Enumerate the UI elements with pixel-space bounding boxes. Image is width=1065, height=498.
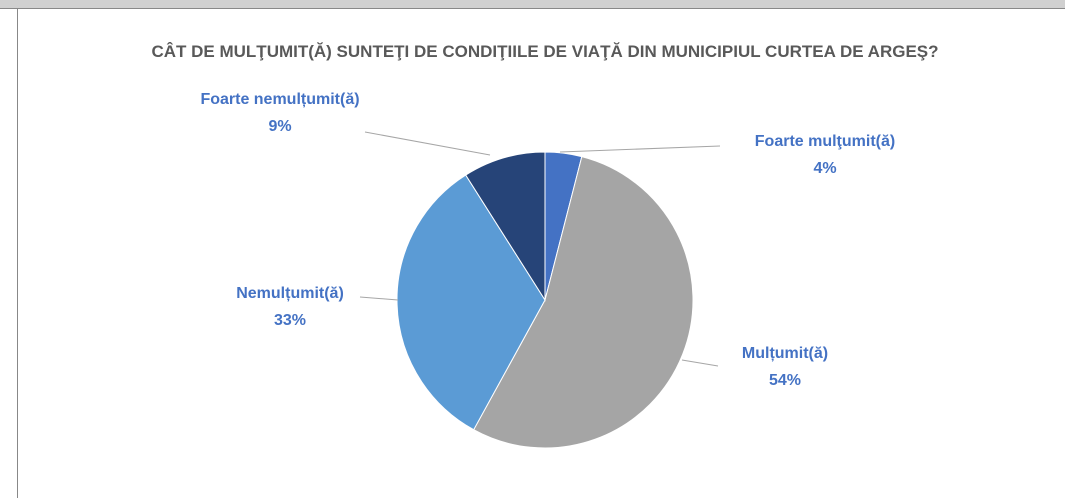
value-label: 54% — [768, 372, 802, 389]
chart-title: CÂT DE MULŢUMIT(Ă) SUNTEŢI DE CONDIŢIILE… — [151, 42, 939, 61]
category-label: Foarte nemulțumit(ă) — [200, 91, 360, 108]
pie-slice — [465, 151, 546, 302]
value-label: 9% — [268, 118, 292, 135]
value-label: 33% — [273, 312, 307, 329]
data-label: Foarte nemulțumit(ă) 9% — [200, 86, 360, 140]
value-label: 4% — [813, 160, 837, 177]
frame — [17, 9, 1065, 498]
category-label: Mulțumit(ă) — [741, 345, 829, 362]
data-label: Mulțumit(ă) 54% — [700, 340, 870, 394]
top-band — [0, 0, 1065, 9]
data-label: Nemulțumit(ă) 33% — [180, 280, 400, 334]
pie-slice — [473, 156, 694, 449]
leader-line — [364, 131, 491, 156]
category-label: Foarte mulţumit(ă) — [754, 133, 896, 150]
leader-line — [681, 359, 719, 367]
data-label: Foarte mulţumit(ă) 4% — [705, 128, 945, 182]
pie-slice — [396, 174, 546, 431]
leader-line — [559, 145, 721, 153]
leader-line — [359, 296, 399, 301]
category-label: Nemulțumit(ă) — [236, 285, 344, 302]
